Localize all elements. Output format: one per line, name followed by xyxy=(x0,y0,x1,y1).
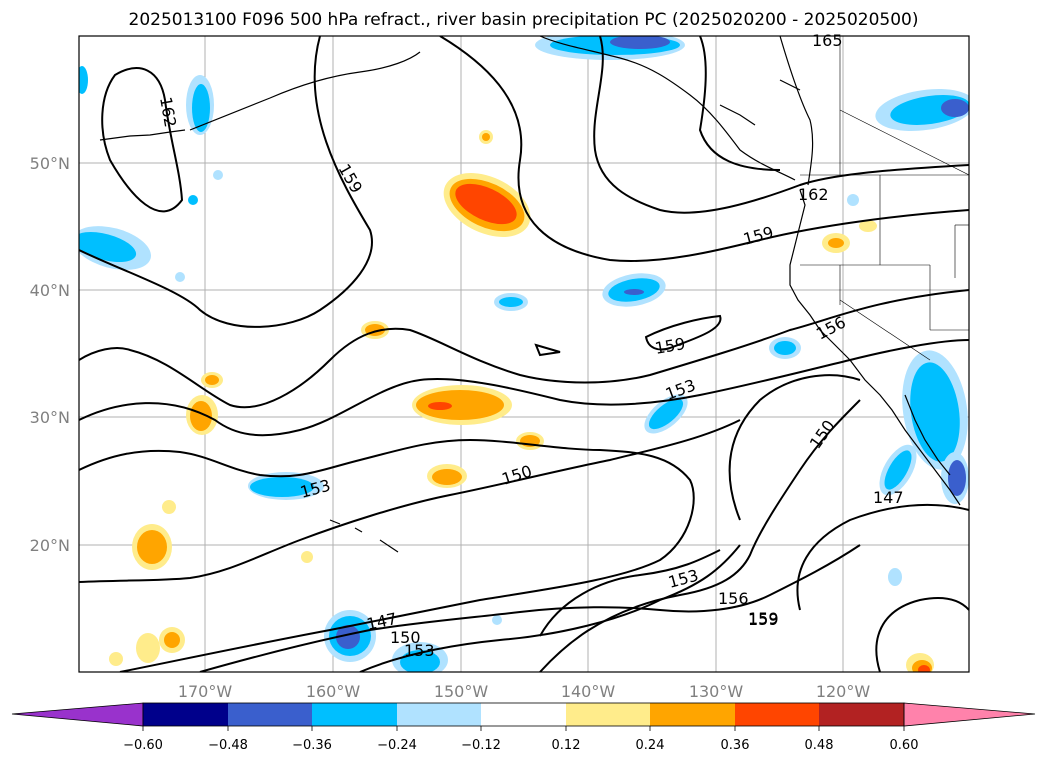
height-contours xyxy=(79,36,969,672)
colorbar-segment xyxy=(566,703,650,726)
colorbar-tick-label: −0.24 xyxy=(377,738,417,753)
lon-label: 120°W xyxy=(816,682,871,701)
lon-label: 170°W xyxy=(178,682,233,701)
colorbar-segment xyxy=(650,703,735,726)
lon-label: 140°W xyxy=(561,682,616,701)
colorbar-tick-label: −0.48 xyxy=(208,738,248,753)
colorbar-segment xyxy=(143,703,228,726)
colorbar-segment xyxy=(735,703,819,726)
political-borders xyxy=(800,36,969,361)
chart-title: 2025013100 F096 500 hPa refract., river … xyxy=(128,10,919,30)
colorbar-extend-high xyxy=(903,702,1036,727)
contour-label: 150 xyxy=(390,628,421,647)
longitude-labels: 170°W 160°W 150°W 140°W 130°W 120°W xyxy=(178,682,871,701)
contour-label: 162 xyxy=(798,185,829,204)
colorbar-tick-label: −0.60 xyxy=(123,738,163,753)
colorbar-segment xyxy=(819,703,904,726)
lon-label: 150°W xyxy=(434,682,489,701)
contour-label: 153 xyxy=(404,641,435,660)
latitude-labels: 50°N 40°N 30°N 20°N xyxy=(30,154,70,555)
contour-label: 156 xyxy=(718,589,749,608)
contour-label: 165 xyxy=(812,31,843,50)
map-background xyxy=(79,36,969,672)
precip-positive-areas xyxy=(109,130,934,672)
lat-label: 30°N xyxy=(30,408,70,427)
lon-label: 130°W xyxy=(689,682,744,701)
contour-label: 159 xyxy=(748,609,779,628)
colorbar-tick-label: 0.24 xyxy=(636,738,665,753)
lat-label: 20°N xyxy=(30,536,70,555)
lat-label: 40°N xyxy=(30,281,70,300)
colorbar: −0.60 −0.48 −0.36 −0.24 −0.12 0.12 0.24 … xyxy=(11,702,1036,753)
precip-negative-areas xyxy=(79,36,969,672)
contour-label: 159 xyxy=(748,610,779,629)
map-frame xyxy=(78,35,970,673)
colorbar-tick-label: 0.48 xyxy=(805,738,834,753)
colorbar-tick-label: 0.60 xyxy=(890,738,919,753)
colorbar-segment xyxy=(312,703,397,726)
coastlines xyxy=(99,36,961,553)
map-panel: 162 159 159 162 159 156 159 153 150 153 … xyxy=(30,31,970,701)
lon-label: 160°W xyxy=(306,682,361,701)
colorbar-segment xyxy=(228,703,312,726)
colorbar-segment xyxy=(481,703,566,726)
colorbar-tick-label: −0.12 xyxy=(461,738,501,753)
colorbar-segment xyxy=(397,703,481,726)
colorbar-tick-label: 0.12 xyxy=(552,738,581,753)
colorbar-frame xyxy=(142,702,905,727)
lat-label: 50°N xyxy=(30,154,70,173)
colorbar-tick-label: −0.36 xyxy=(292,738,332,753)
colorbar-tick-label: 0.36 xyxy=(721,738,750,753)
colorbar-extend-low xyxy=(11,702,144,727)
contour-label: 147 xyxy=(873,488,904,507)
